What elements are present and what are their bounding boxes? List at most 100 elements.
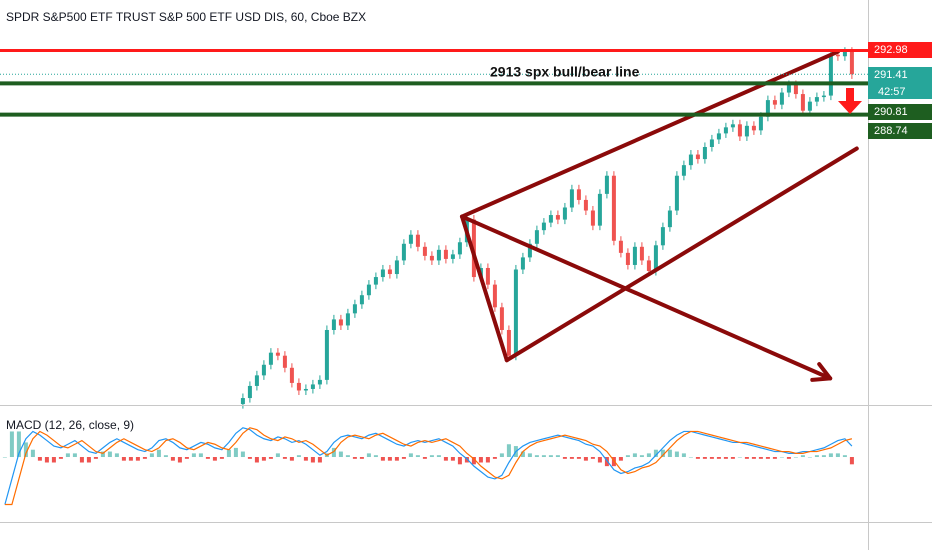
candle-body xyxy=(331,319,336,330)
histogram-bar xyxy=(737,457,742,458)
candle-body xyxy=(786,84,791,93)
histogram-bar xyxy=(569,457,574,459)
macd-title: MACD (12, 26, close, 9) xyxy=(6,418,134,432)
histogram-bar xyxy=(226,449,231,458)
histogram-bar xyxy=(16,431,21,458)
candle-body xyxy=(548,215,553,223)
price-label: 288.74 xyxy=(874,125,908,137)
histogram-bar xyxy=(373,455,378,458)
candle-body xyxy=(282,355,287,368)
histogram-bar xyxy=(114,453,119,458)
histogram-bar xyxy=(632,453,637,458)
histogram-bar xyxy=(261,457,266,461)
candle-body xyxy=(618,240,623,253)
candle-body xyxy=(534,230,539,244)
histogram-bar xyxy=(821,455,826,458)
histogram-bar xyxy=(23,442,28,458)
candle-body xyxy=(408,234,413,244)
histogram-bar xyxy=(450,457,455,461)
histogram-bar xyxy=(639,455,644,458)
candle-body xyxy=(422,246,427,256)
histogram-bar xyxy=(282,457,287,459)
countdown: 42:57 xyxy=(878,86,906,98)
histogram-bar xyxy=(835,453,840,458)
candle-body xyxy=(457,242,462,255)
price-label-box xyxy=(868,123,932,139)
histogram-bar xyxy=(625,455,630,458)
histogram-bar xyxy=(58,457,63,459)
candle-body xyxy=(296,382,301,391)
candle-body xyxy=(730,124,735,128)
candle-body xyxy=(520,257,525,270)
candle-body xyxy=(366,284,371,296)
histogram-bar xyxy=(394,457,399,461)
candle-body xyxy=(268,352,273,365)
histogram-bar xyxy=(814,455,819,458)
candle-body xyxy=(681,165,686,176)
histogram-bar xyxy=(758,457,763,459)
candle-body xyxy=(800,94,805,111)
histogram-bar xyxy=(289,457,294,461)
candle-body xyxy=(611,175,616,241)
histogram-bar xyxy=(541,455,546,458)
histogram-bar xyxy=(660,449,665,458)
candle-body xyxy=(450,254,455,259)
candle-body xyxy=(240,398,245,405)
candle-body xyxy=(737,124,742,137)
histogram-bar xyxy=(156,449,161,458)
candle-body xyxy=(723,127,728,134)
histogram-bar xyxy=(478,457,483,463)
histogram-bar xyxy=(37,457,42,461)
histogram-bar xyxy=(219,457,224,459)
histogram-bar xyxy=(2,457,7,458)
histogram-bar xyxy=(429,455,434,458)
candle-body xyxy=(772,100,777,105)
chart-title: SPDR S&P500 ETF TRUST S&P 500 ETF USD DI… xyxy=(6,10,366,24)
overlay: 292.98 290.81 288.74 291.41 42:57 xyxy=(0,42,932,382)
candle-body xyxy=(555,215,560,220)
candle-body xyxy=(324,329,329,380)
candle-body xyxy=(849,51,854,75)
histogram-bar xyxy=(387,457,392,461)
histogram-bar xyxy=(436,455,441,458)
candle-body xyxy=(310,384,315,389)
histogram-bar xyxy=(30,449,35,458)
histogram-bar xyxy=(723,457,728,459)
candle-body xyxy=(667,210,672,228)
histogram-bar xyxy=(338,451,343,458)
price-label-box xyxy=(868,104,932,120)
candle-body xyxy=(345,313,350,326)
histogram-bar xyxy=(716,457,721,459)
candle-body xyxy=(562,207,567,220)
candle-body xyxy=(569,189,574,208)
price-label: 292.98 xyxy=(874,44,908,56)
histogram-bar xyxy=(590,457,595,459)
histogram-bar xyxy=(443,457,448,461)
macd-line xyxy=(4,427,853,506)
price-label-box xyxy=(868,42,932,58)
candle-body xyxy=(247,385,252,399)
candle-body xyxy=(779,92,784,105)
candle-body xyxy=(639,246,644,261)
histogram-bar xyxy=(303,457,308,461)
histogram-bar xyxy=(842,455,847,458)
histogram-bar xyxy=(730,457,735,459)
histogram-bar xyxy=(65,453,70,458)
histogram-bar xyxy=(562,457,567,459)
candle-body xyxy=(303,388,308,391)
histogram-bar xyxy=(9,431,14,458)
candle-body xyxy=(436,249,441,261)
candle-body xyxy=(443,249,448,259)
histogram-bar xyxy=(205,457,210,459)
histogram-bar xyxy=(184,457,189,459)
candle-body xyxy=(485,267,490,285)
histogram-bar xyxy=(359,457,364,459)
histogram-bar xyxy=(254,457,259,463)
candle-body xyxy=(492,284,497,308)
histogram-bar xyxy=(100,451,105,458)
histogram-bar xyxy=(744,457,749,459)
candle-body xyxy=(380,269,385,278)
candle-body xyxy=(821,95,826,98)
histogram-bar xyxy=(772,457,777,459)
candle-body xyxy=(597,193,602,226)
